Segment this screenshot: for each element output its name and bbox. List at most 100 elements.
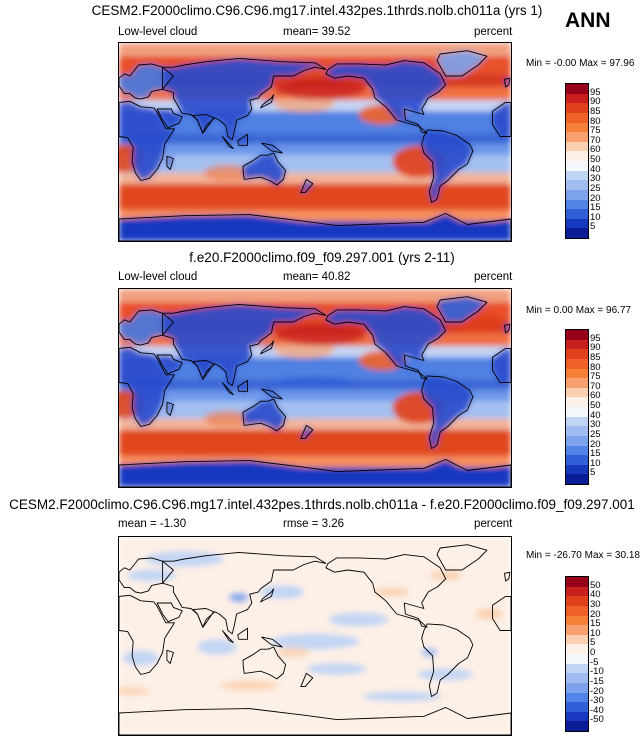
panel-1-minmax: Min = -0.00 Max = 97.96 — [526, 58, 635, 69]
colorbar-tick-label: 95 — [590, 86, 601, 98]
colorbar-swatch — [566, 586, 588, 597]
panel-1-units-label: percent — [474, 26, 513, 38]
colorbar-swatch — [566, 663, 588, 674]
colorbar-tick-label: 10 — [590, 457, 601, 469]
colorbar-tick-label: 80 — [590, 361, 601, 373]
colorbar-tick-label: -20 — [590, 685, 604, 697]
colorbar-swatch — [566, 625, 588, 635]
panel-3-minmax: Min = -26.70 Max = 30.18 — [526, 550, 640, 561]
colorbar-swatch — [566, 189, 588, 200]
colorbar-swatch — [566, 378, 588, 388]
colorbar-swatch — [566, 170, 588, 181]
colorbar-tick-label: 20 — [590, 192, 601, 204]
panel-2-variable-label: Low-level cloud — [118, 271, 198, 283]
colorbar-swatch — [566, 407, 588, 417]
colorbar-tick-label: 25 — [590, 428, 601, 440]
colorbar-swatch — [566, 426, 588, 436]
colorbar-tick-label: 5 — [590, 467, 596, 479]
colorbar-swatch — [566, 180, 588, 190]
colorbar-swatch — [566, 577, 588, 587]
panel-1-colorbar — [565, 83, 589, 239]
panel-3-map — [118, 536, 512, 736]
colorbar-swatch — [566, 445, 588, 456]
panel-1-variable-label: Low-level cloud — [118, 26, 198, 38]
colorbar-tick-label: 75 — [590, 371, 601, 383]
colorbar-swatch — [566, 387, 588, 398]
cloud-field-map — [119, 43, 511, 241]
panel-2-minmax: Min = 0.00 Max = 96.77 — [526, 305, 632, 316]
colorbar-swatch — [566, 464, 588, 475]
colorbar-tick-label: 40 — [590, 409, 601, 421]
panel-2-colorbar — [565, 329, 589, 485]
colorbar-tick-label: 10 — [590, 627, 601, 639]
colorbar-swatch — [566, 84, 588, 94]
colorbar-swatch — [566, 339, 588, 350]
colorbar-swatch — [566, 605, 588, 616]
colorbar-swatch — [566, 416, 588, 427]
colorbar-swatch — [566, 228, 588, 238]
colorbar-tick-label: -10 — [590, 666, 604, 678]
colorbar-tick-label: -50 — [590, 714, 604, 726]
colorbar-swatch — [566, 209, 588, 219]
annual-label: ANN — [565, 9, 611, 32]
colorbar-swatch — [566, 93, 588, 104]
colorbar-swatch — [566, 112, 588, 123]
cloud-field-map — [119, 289, 511, 487]
colorbar-swatch — [566, 397, 588, 407]
colorbar-tick-label: 80 — [590, 115, 601, 127]
colorbar-tick-label: 85 — [590, 105, 601, 117]
colorbar-tick-label: 50 — [590, 154, 601, 165]
colorbar-swatch — [566, 349, 588, 359]
panel-2-mean-label: mean= 40.82 — [283, 271, 351, 283]
colorbar-swatch — [566, 122, 588, 133]
colorbar-swatch — [566, 596, 588, 606]
colorbar-swatch — [566, 103, 588, 113]
colorbar-tick-label: -15 — [590, 675, 604, 687]
colorbar-swatch — [566, 455, 588, 465]
panel-3-title: CESM2.F2000climo.C96.C96.mg17.intel.432p… — [9, 497, 635, 512]
colorbar-tick-label: 5 — [590, 221, 596, 233]
colorbar-tick-label: 90 — [590, 96, 601, 108]
colorbar-tick-label: 60 — [590, 390, 601, 402]
colorbar-tick-label: -40 — [590, 704, 604, 716]
colorbar-tick-label: 30 — [590, 419, 601, 431]
colorbar-swatch — [566, 702, 588, 712]
colorbar-swatch — [566, 644, 588, 654]
colorbar-swatch — [566, 151, 588, 161]
colorbar-swatch — [566, 711, 588, 722]
colorbar-tick-label: 95 — [590, 332, 601, 344]
colorbar-swatch — [566, 141, 588, 152]
colorbar-tick-label: 60 — [590, 144, 601, 156]
colorbar-swatch — [566, 132, 588, 142]
colorbar-swatch — [566, 199, 588, 210]
colorbar-tick-label: 40 — [590, 163, 601, 175]
colorbar-swatch — [566, 218, 588, 229]
panel-1-title: CESM2.F2000climo.C96.C96.mg17.intel.432p… — [91, 3, 543, 18]
colorbar-swatch — [566, 161, 588, 171]
colorbar-swatch — [566, 330, 588, 340]
colorbar-swatch — [566, 474, 588, 484]
panel-3-rmse-label: rmse = 3.26 — [283, 518, 345, 530]
colorbar-tick-label: 20 — [590, 608, 601, 620]
colorbar-tick-label: 15 — [590, 202, 601, 214]
panel-3-colorbar — [565, 576, 589, 732]
colorbar-swatch — [566, 692, 588, 703]
colorbar-tick-label: 70 — [590, 380, 601, 392]
colorbar-tick-label: 50 — [590, 579, 601, 591]
colorbar-tick-label: 75 — [590, 125, 601, 137]
colorbar-swatch — [566, 634, 588, 645]
colorbar-tick-label: 85 — [590, 351, 601, 363]
panel-2-units-label: percent — [474, 271, 513, 283]
colorbar-tick-label: 30 — [590, 598, 601, 610]
colorbar-swatch — [566, 682, 588, 693]
difference-field-map — [119, 537, 511, 735]
colorbar-tick-label: -5 — [590, 656, 599, 668]
colorbar-tick-label: 15 — [590, 618, 601, 630]
colorbar-tick-label: 50 — [590, 400, 601, 411]
panel-2-map — [118, 288, 512, 488]
panel-3-mean-label: mean = -1.30 — [118, 518, 187, 530]
colorbar-swatch — [566, 358, 588, 369]
panel-1-mean-label: mean= 39.52 — [283, 26, 351, 38]
colorbar-tick-label: 5 — [590, 637, 596, 649]
colorbar-tick-label: -30 — [590, 695, 604, 707]
